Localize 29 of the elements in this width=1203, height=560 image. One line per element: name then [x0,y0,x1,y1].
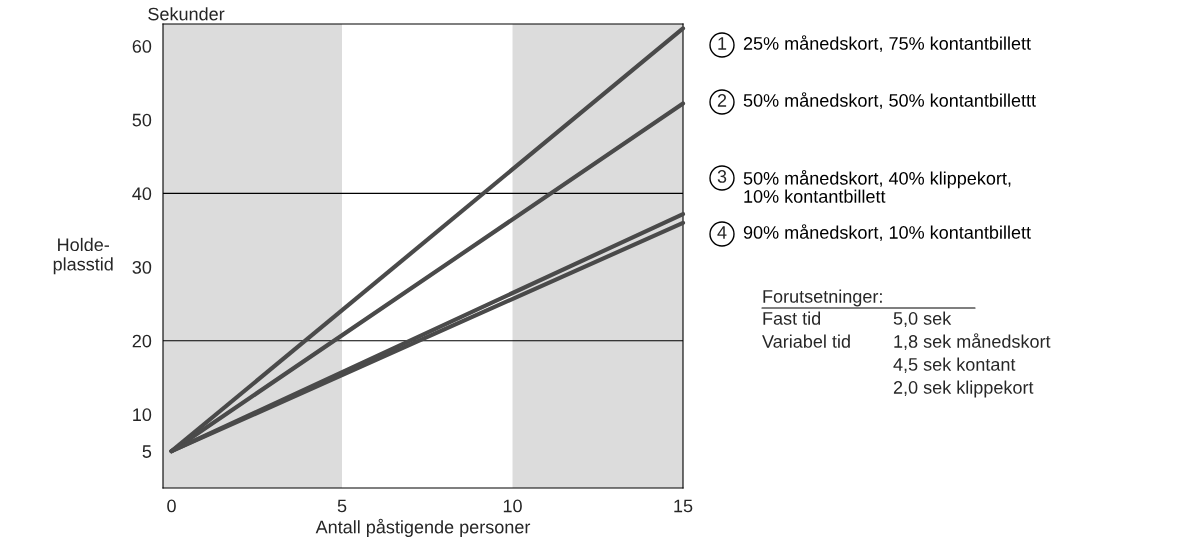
text: 3 [717,170,727,183]
y-axis-title: Holde- plasstid [53,237,113,275]
y-tick-label: 50 [132,113,152,127]
x-tick-label: 10 [503,499,522,513]
text: Forutsetninger: [763,289,882,307]
y-tick-label: 40 [132,187,152,201]
y-tick-label: 60 [132,40,152,53]
text: Fast tid [763,311,821,325]
text: 90% månedskort, 10% kontantbillett [743,224,1031,241]
text: 4,5 sek kontant [893,357,1016,373]
x-axis-title: Antall påstigende personer [315,518,531,538]
text: 50% månedskort, 40% klippekort, 10% kontantbillett [743,170,1011,203]
y-tick-label: 20 [132,334,152,348]
text: 1,8 sek månedskort [894,333,1051,350]
text: 1 [718,37,727,50]
x-tick-label: 5 [337,499,347,513]
text: Variabel tid [762,334,850,348]
text: 50% månedskort, 50% kontantbillettt [743,92,1036,109]
y-tick-label: 30 [132,260,152,274]
text: 2,0 sek klippekort [893,380,1034,398]
text: Sekunder [148,7,225,21]
x-tick-label: 0 [167,499,176,513]
text: 5,0 sek [893,311,952,327]
y-tick-label: 5 [142,445,152,458]
y-tick-label: 10 [133,408,152,422]
text: 4 [717,226,727,239]
text: 2 [717,94,727,107]
x-tick-label: 15 [674,499,693,513]
text: 25% månedskort, 75% kontantbillett [743,35,1031,52]
